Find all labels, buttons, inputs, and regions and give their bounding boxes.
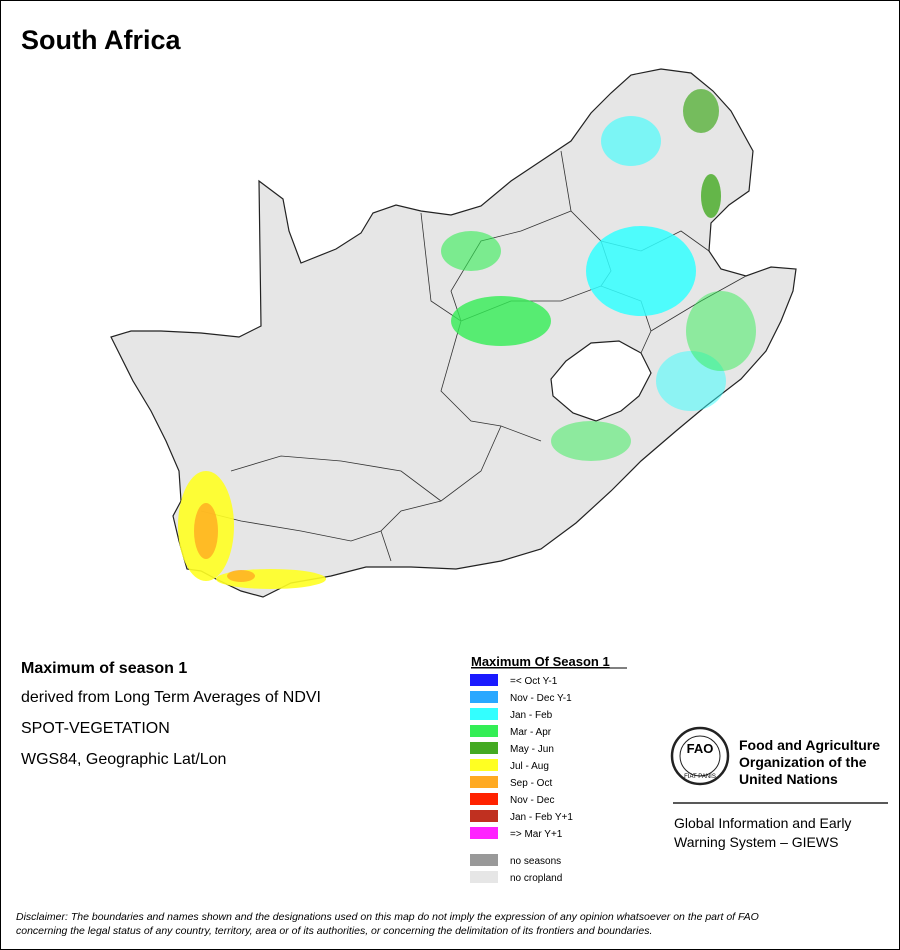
description-heading: Maximum of season 1 xyxy=(21,660,187,677)
patch xyxy=(683,89,719,133)
legend-swatch xyxy=(470,793,498,805)
patch xyxy=(601,116,661,166)
legend-swatch xyxy=(470,871,498,883)
legend-swatch xyxy=(470,827,498,839)
patch xyxy=(194,503,218,559)
lesotho xyxy=(550,340,652,422)
description-line: SPOT-VEGETATION xyxy=(21,720,170,737)
legend-label: Nov - Dec xyxy=(510,795,554,806)
legend-swatch xyxy=(470,810,498,822)
season-patches xyxy=(178,89,756,589)
patch xyxy=(586,226,696,316)
giews-line: Warning System – GIEWS xyxy=(674,834,838,850)
fao-name: United Nations xyxy=(739,771,838,787)
fao-motto: FIAT PANIS xyxy=(684,774,716,780)
legend-title: Maximum Of Season 1 xyxy=(471,654,610,669)
disclaimer: Disclaimer: The boundaries and names sho… xyxy=(16,911,759,923)
legend: =< Oct Y-1 Nov - Dec Y-1 Jan - Feb Mar - Ap… xyxy=(470,674,573,884)
legend-label: =< Oct Y-1 xyxy=(510,676,558,687)
legend-label: Mar - Apr xyxy=(510,727,552,738)
legend-label: no cropland xyxy=(510,873,562,884)
fao-name: Organization of the xyxy=(739,754,867,770)
legend-swatch xyxy=(470,725,498,737)
giews-line: Global Information and Early xyxy=(674,815,851,831)
legend-swatch xyxy=(470,854,498,866)
patch xyxy=(227,570,255,582)
legend-label: Jan - Feb xyxy=(510,710,553,721)
legend-label: Nov - Dec Y-1 xyxy=(510,693,572,704)
legend-swatch xyxy=(470,776,498,788)
legend-swatch xyxy=(470,691,498,703)
legend-label: no seasons xyxy=(510,856,561,867)
fao-logo: FAO FIAT PANIS xyxy=(670,726,730,786)
legend-label: => Mar Y+1 xyxy=(510,829,563,840)
patch xyxy=(441,231,501,271)
legend-swatch xyxy=(470,708,498,720)
legend-label: May - Jun xyxy=(510,744,554,755)
legend-swatch xyxy=(470,742,498,754)
country-map xyxy=(110,68,797,598)
patch xyxy=(451,296,551,346)
patch xyxy=(551,421,631,461)
patch xyxy=(686,291,756,371)
map-title: South Africa xyxy=(21,25,181,55)
legend-swatch xyxy=(470,674,498,686)
patch xyxy=(701,174,721,218)
legend-swatch xyxy=(470,759,498,771)
disclaimer: concerning the legal status of any count… xyxy=(16,925,652,937)
description-line: WGS84, Geographic Lat/Lon xyxy=(21,751,226,768)
fao-letters: FAO xyxy=(687,741,714,756)
fao-name: Food and Agriculture xyxy=(739,737,880,753)
legend-label: Jul - Aug xyxy=(510,761,549,772)
legend-label: Jan - Feb Y+1 xyxy=(510,812,573,823)
description-line: derived from Long Term Averages of NDVI xyxy=(21,689,321,706)
legend-label: Sep - Oct xyxy=(510,778,552,789)
